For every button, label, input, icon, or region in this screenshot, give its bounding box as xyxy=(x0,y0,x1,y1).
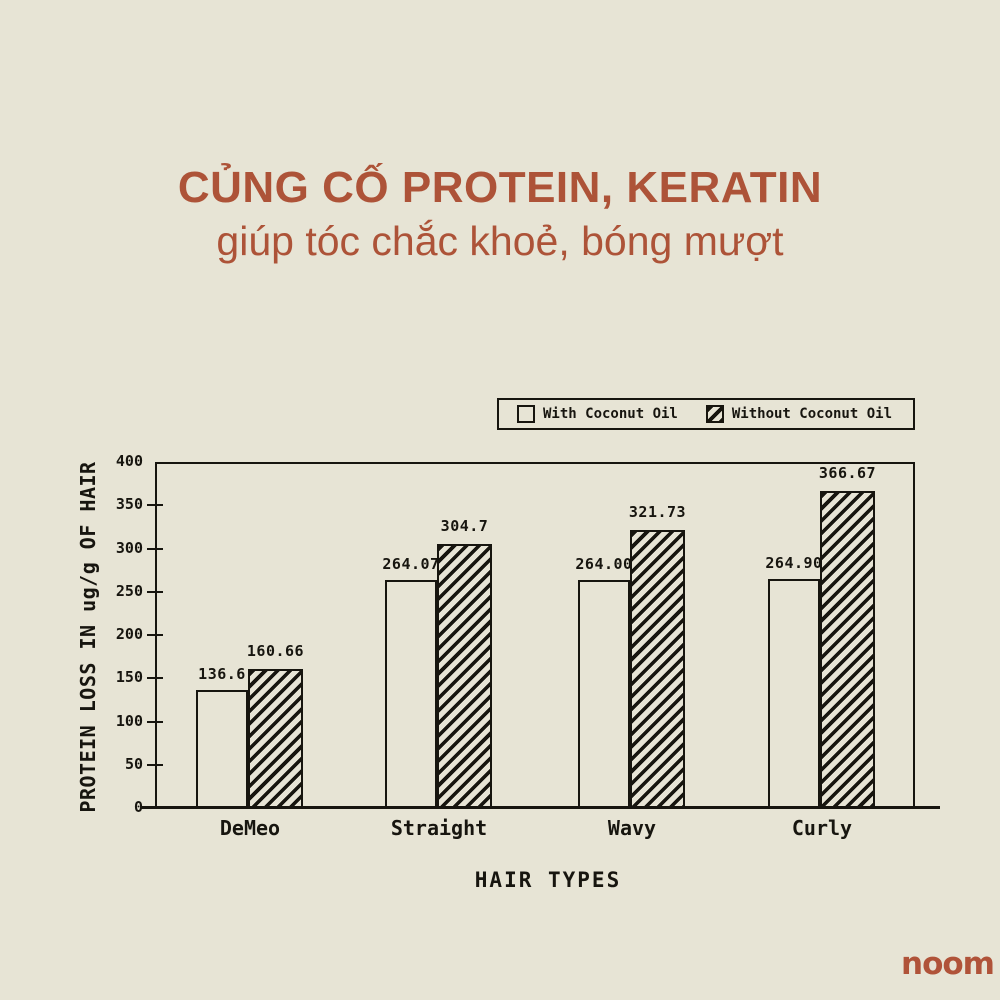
y-tick-label-350: 350 xyxy=(115,495,143,514)
bar-with-coconut-oil-curly xyxy=(768,578,820,808)
y-tick-label-200: 200 xyxy=(115,625,143,643)
x-category-label-wavy: Wavy xyxy=(607,816,657,840)
y-tick-label-100: 100 xyxy=(115,711,143,730)
legend-label-with-coconut-oil: With Coconut Oil xyxy=(543,406,678,422)
page-subtitle: giúp tóc chắc khoẻ, bóng mượt xyxy=(216,218,784,264)
y-tick-mark-50 xyxy=(147,763,163,766)
value-label-without-coconut-oil-demeo: 160.66 xyxy=(246,642,305,661)
y-tick-mark-350 xyxy=(147,504,163,507)
bar-without-coconut-oil-wavy xyxy=(630,529,685,808)
bar-without-coconut-oil-straight xyxy=(437,544,492,808)
y-tick-label-400: 400 xyxy=(115,452,143,470)
y-tick-mark-300 xyxy=(147,547,163,550)
bar-without-coconut-oil-curly xyxy=(820,490,875,808)
value-label-with-coconut-oil-curly: 264.90 xyxy=(765,553,823,572)
bar-without-coconut-oil-demeo xyxy=(248,669,303,808)
y-tick-label-150: 150 xyxy=(115,668,143,687)
value-label-with-coconut-oil-demeo: 136.6 xyxy=(198,664,246,683)
bar-with-coconut-oil-demeo xyxy=(196,689,248,808)
bar-with-coconut-oil-straight xyxy=(385,579,437,808)
page-title: CỦNG CỐ PROTEIN, KERATIN xyxy=(177,163,823,212)
bar-with-coconut-oil-wavy xyxy=(578,579,630,808)
value-label-without-coconut-oil-curly: 366.67 xyxy=(818,463,877,482)
y-tick-label-50: 50 xyxy=(124,754,143,773)
y-tick-mark-100 xyxy=(147,720,163,723)
chart-legend: With Coconut Oil Without Coconut Oil xyxy=(497,398,915,430)
legend-item-without-coconut-oil: Without Coconut Oil xyxy=(705,405,893,423)
x-axis-title: HAIR TYPES xyxy=(474,868,622,892)
y-tick-mark-200 xyxy=(147,634,163,636)
value-label-with-coconut-oil-wavy: 264.00 xyxy=(575,554,633,573)
x-category-label-demeo: DeMeo xyxy=(219,816,281,840)
x-category-label-straight: Straight xyxy=(390,816,488,840)
noom-logo: noom xyxy=(901,946,995,982)
y-tick-label-0: 0 xyxy=(133,798,143,816)
x-category-label-curly: Curly xyxy=(791,816,853,840)
x-axis-line xyxy=(140,806,940,809)
legend-label-without-coconut-oil: Without Coconut Oil xyxy=(731,406,893,422)
y-tick-label-300: 300 xyxy=(115,538,143,557)
y-tick-mark-250 xyxy=(147,590,163,593)
plain-bar-swatch-icon xyxy=(517,405,535,423)
value-label-with-coconut-oil-straight: 264.07 xyxy=(382,554,440,573)
legend-item-with-coconut-oil: With Coconut Oil xyxy=(517,405,678,423)
y-tick-label-250: 250 xyxy=(115,581,143,600)
y-tick-mark-150 xyxy=(147,677,163,680)
hatched-bar-swatch-icon xyxy=(705,405,724,423)
value-label-without-coconut-oil-wavy: 321.73 xyxy=(628,502,687,521)
value-label-without-coconut-oil-straight: 304.7 xyxy=(440,517,489,536)
